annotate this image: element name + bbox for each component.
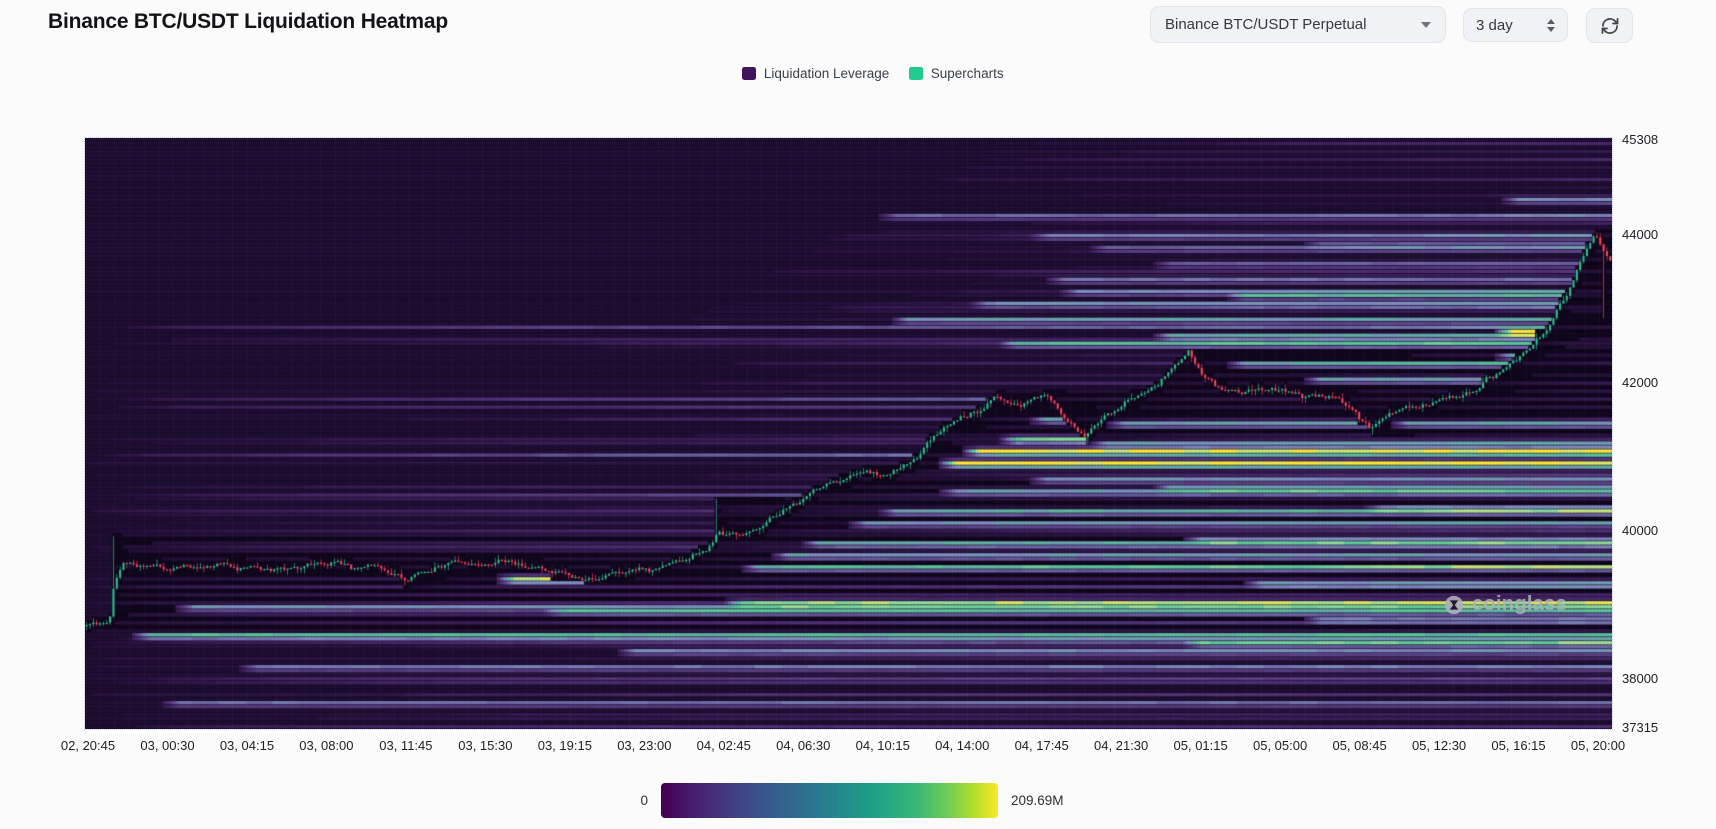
y-tick-label: 44000 [1622,227,1659,243]
x-tick-label: 04, 10:15 [855,738,910,753]
stepper-arrows[interactable] [1547,18,1555,32]
step-up-icon[interactable] [1547,18,1555,24]
colorbar-gradient [661,783,998,818]
x-tick-label: 04, 06:30 [776,738,831,753]
refresh-button[interactable] [1586,8,1633,43]
x-tick-label: 05, 08:45 [1332,738,1387,753]
legend-swatch-green [909,66,923,81]
x-tick-label: 03, 00:30 [140,738,195,753]
y-tick-label: 40000 [1622,522,1659,538]
watermark-text: coinglass [1472,593,1567,615]
interval-stepper[interactable]: 3 day [1463,8,1568,42]
x-tick-label: 04, 02:45 [696,738,751,753]
x-tick-label: 03, 19:15 [537,738,592,753]
step-down-icon[interactable] [1547,26,1555,32]
x-tick-label: 04, 21:30 [1094,738,1149,753]
legend-item-liquidation-leverage[interactable]: Liquidation Leverage [742,66,889,81]
chart-legend: Liquidation Leverage Supercharts [15,66,1716,81]
legend-label: Supercharts [930,66,1004,81]
y-tick-label: 38000 [1622,670,1659,686]
colorbar [661,783,998,818]
x-tick-label: 03, 23:00 [617,738,672,753]
x-tick-label: 02, 20:45 [60,738,116,753]
watermark: coinglass [1443,593,1567,616]
colorbar-min-label: 0 [640,793,648,808]
page-title: Binance BTC/USDT Liquidation Heatmap [48,10,448,33]
refresh-icon [1601,17,1618,34]
x-tick-label: 05, 05:00 [1252,738,1308,753]
y-tick-label: 42000 [1622,375,1659,391]
pair-select[interactable]: Binance BTC/USDT Perpetual [1150,6,1446,43]
x-tick-label: 03, 04:15 [219,738,275,753]
x-tick-label: 04, 14:00 [935,738,990,753]
x-tick-label: 04, 17:45 [1014,738,1069,753]
colorbar-max-label: 209.69M [1011,793,1064,808]
pair-select-value: Binance BTC/USDT Perpetual [1165,16,1367,33]
x-tick-label: 03, 11:45 [379,738,433,753]
x-tick-label: 05, 16:15 [1491,738,1546,753]
chevron-down-icon [1421,21,1431,28]
x-tick-label: 03, 15:30 [458,738,513,753]
heatmap-plot[interactable]: coinglass [84,137,1613,730]
x-tick-label: 05, 20:00 [1570,738,1626,753]
legend-swatch-purple [742,66,756,81]
x-tick-label: 03, 08:00 [299,738,354,753]
legend-item-supercharts[interactable]: Supercharts [909,66,1004,81]
y-tick-label: 37315 [1622,719,1659,735]
legend-label: Liquidation Leverage [763,66,890,81]
coinglass-logo-icon [1444,595,1464,614]
y-tick-label: 45308 [1622,131,1659,147]
interval-value: 3 day [1476,16,1513,34]
x-tick-label: 05, 01:15 [1173,738,1228,753]
x-tick-label: 05, 12:30 [1411,738,1467,753]
heatmap-canvas[interactable] [85,138,1612,729]
